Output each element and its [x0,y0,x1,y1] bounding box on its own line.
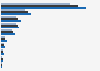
Bar [1,45,4,46]
Bar [1,46,5,48]
Bar [1,31,14,33]
Bar [1,64,2,66]
Bar [1,16,16,18]
Bar [1,20,22,22]
Bar [1,5,78,7]
Bar [1,3,70,5]
Bar [1,49,3,51]
Bar [1,58,3,60]
Bar [1,9,25,11]
Bar [1,18,18,20]
Bar [1,36,5,38]
Bar [1,56,2,58]
Bar [1,62,2,64]
Bar [1,11,28,13]
Bar [1,23,16,25]
Bar [1,26,19,28]
Bar [1,13,31,15]
Bar [1,43,4,45]
Bar [1,60,3,62]
Bar [1,33,15,35]
Bar [1,25,18,26]
Bar [1,53,4,55]
Bar [1,38,6,40]
Bar [1,66,2,68]
Bar [1,29,12,31]
Bar [1,7,86,9]
Bar [1,51,4,53]
Bar [1,40,7,42]
